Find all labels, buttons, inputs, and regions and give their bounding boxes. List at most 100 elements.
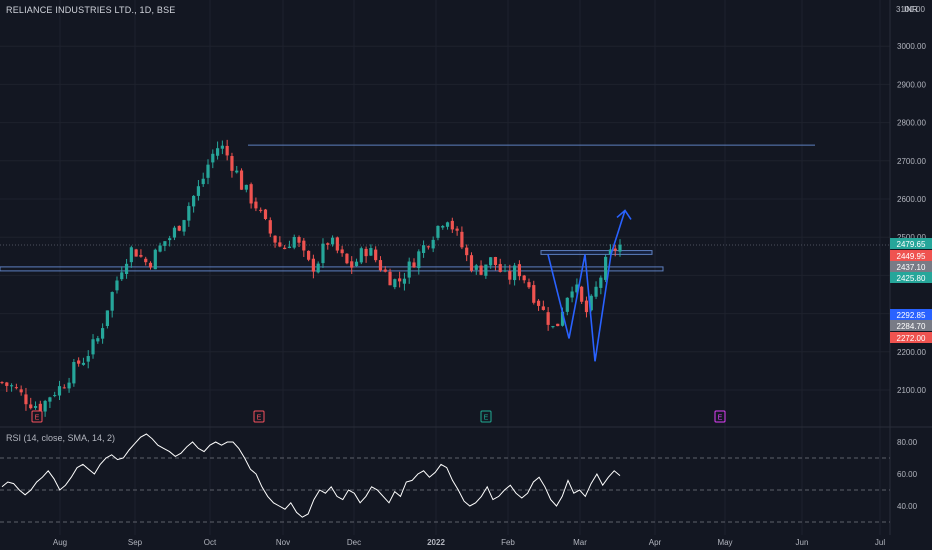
price-label-box — [890, 272, 932, 283]
candle-up — [608, 249, 613, 255]
candle-down — [62, 387, 66, 389]
candle-up — [101, 328, 105, 339]
event-marker-label: E — [35, 415, 40, 422]
candle-up — [513, 265, 517, 281]
price-label-text: 2284.70 — [897, 322, 926, 331]
candle-up — [417, 251, 421, 269]
earnings-event-marker — [31, 410, 43, 423]
candle-up — [67, 382, 71, 389]
candle-down — [239, 170, 244, 190]
candle-up — [110, 292, 114, 311]
candle-down — [364, 248, 368, 257]
candle-up — [96, 338, 100, 342]
candle-down — [479, 265, 483, 275]
candle-down — [278, 242, 282, 247]
candle-up — [168, 238, 172, 241]
candle-up — [474, 265, 478, 270]
time-axis-tick: Nov — [276, 538, 290, 547]
candle-down — [412, 262, 416, 268]
candle-down — [38, 403, 42, 411]
candle-down — [24, 394, 28, 405]
rsi-axis-tick: 60.00 — [897, 470, 918, 479]
candle-down — [335, 237, 339, 251]
candle-down — [326, 243, 330, 245]
earnings-event-marker — [714, 410, 726, 423]
candle-up — [407, 261, 411, 278]
candle-down — [522, 275, 526, 281]
candle-down — [546, 312, 550, 325]
candle-down — [460, 231, 464, 248]
candle-up — [215, 148, 220, 156]
candle-down — [302, 240, 306, 251]
candle-down — [139, 255, 143, 257]
candle-up — [129, 247, 133, 263]
candle-up — [431, 239, 435, 249]
candle-up — [187, 206, 191, 221]
candle-down — [527, 282, 531, 288]
candle-down — [498, 264, 502, 272]
price-axis-tick: 2700.00 — [897, 157, 926, 166]
candle-up — [484, 264, 488, 276]
candle-up — [441, 226, 445, 228]
candle-up — [115, 280, 119, 291]
candle-up — [287, 246, 292, 248]
candle-down — [508, 271, 512, 280]
candle-up — [153, 249, 157, 270]
candle-down — [283, 247, 287, 250]
time-axis-tick: 2022 — [427, 538, 445, 547]
time-axis-tick: Oct — [204, 538, 217, 547]
candle-down — [383, 269, 387, 272]
candle-down — [259, 209, 263, 211]
rsi-title: RSI (14, close, SMA, 14, 2) — [6, 433, 116, 443]
candle-down — [556, 323, 560, 327]
rsi-line — [1, 433, 621, 518]
price-label-text: 2425.80 — [897, 274, 926, 283]
candle-down — [148, 262, 153, 268]
candle-down — [455, 228, 459, 231]
candle-up — [604, 256, 608, 280]
candle-down — [536, 300, 541, 306]
candle-up — [206, 164, 210, 178]
candle-down — [254, 201, 258, 209]
candle-up — [594, 286, 598, 297]
candle-down — [378, 260, 383, 271]
candle-up — [163, 241, 167, 246]
candle-up — [196, 186, 201, 196]
price-label-box — [890, 250, 932, 261]
grid — [0, 0, 932, 535]
price-label-text: 2292.85 — [897, 311, 926, 320]
candle-up — [91, 339, 95, 355]
candle-up — [120, 272, 124, 280]
rsi-axis-tick: 40.00 — [897, 502, 918, 511]
time-axis-tick: Jul — [875, 538, 885, 547]
candlestick-series — [0, 139, 622, 417]
candle-up — [172, 227, 177, 238]
price-label-box — [890, 309, 932, 320]
candle-down — [134, 249, 138, 257]
candle-down — [297, 237, 301, 243]
price-axis-tick: 3000.00 — [897, 42, 926, 51]
candle-up — [575, 284, 579, 293]
time-axis-tick: Aug — [53, 538, 67, 547]
candle-down — [493, 256, 498, 265]
candle-up — [124, 263, 129, 275]
candle-up — [211, 153, 215, 163]
price-axis-tick: 2200.00 — [897, 348, 926, 357]
candle-down — [517, 264, 521, 277]
candle-down — [273, 235, 277, 243]
candle-up — [72, 361, 76, 384]
candle-up — [292, 236, 296, 248]
candle-up — [158, 245, 162, 252]
candle-up — [565, 297, 569, 312]
breakout-arrow-head — [616, 209, 632, 220]
candle-down — [19, 389, 23, 393]
candle-down — [249, 184, 253, 204]
candle-up — [86, 356, 90, 362]
price-label-text: 2437.10 — [897, 263, 926, 272]
candle-down — [580, 286, 584, 302]
event-marker-label: E — [257, 415, 262, 422]
candle-down — [450, 220, 454, 230]
time-axis-tick: Apr — [649, 538, 662, 547]
candle-down — [541, 306, 545, 310]
